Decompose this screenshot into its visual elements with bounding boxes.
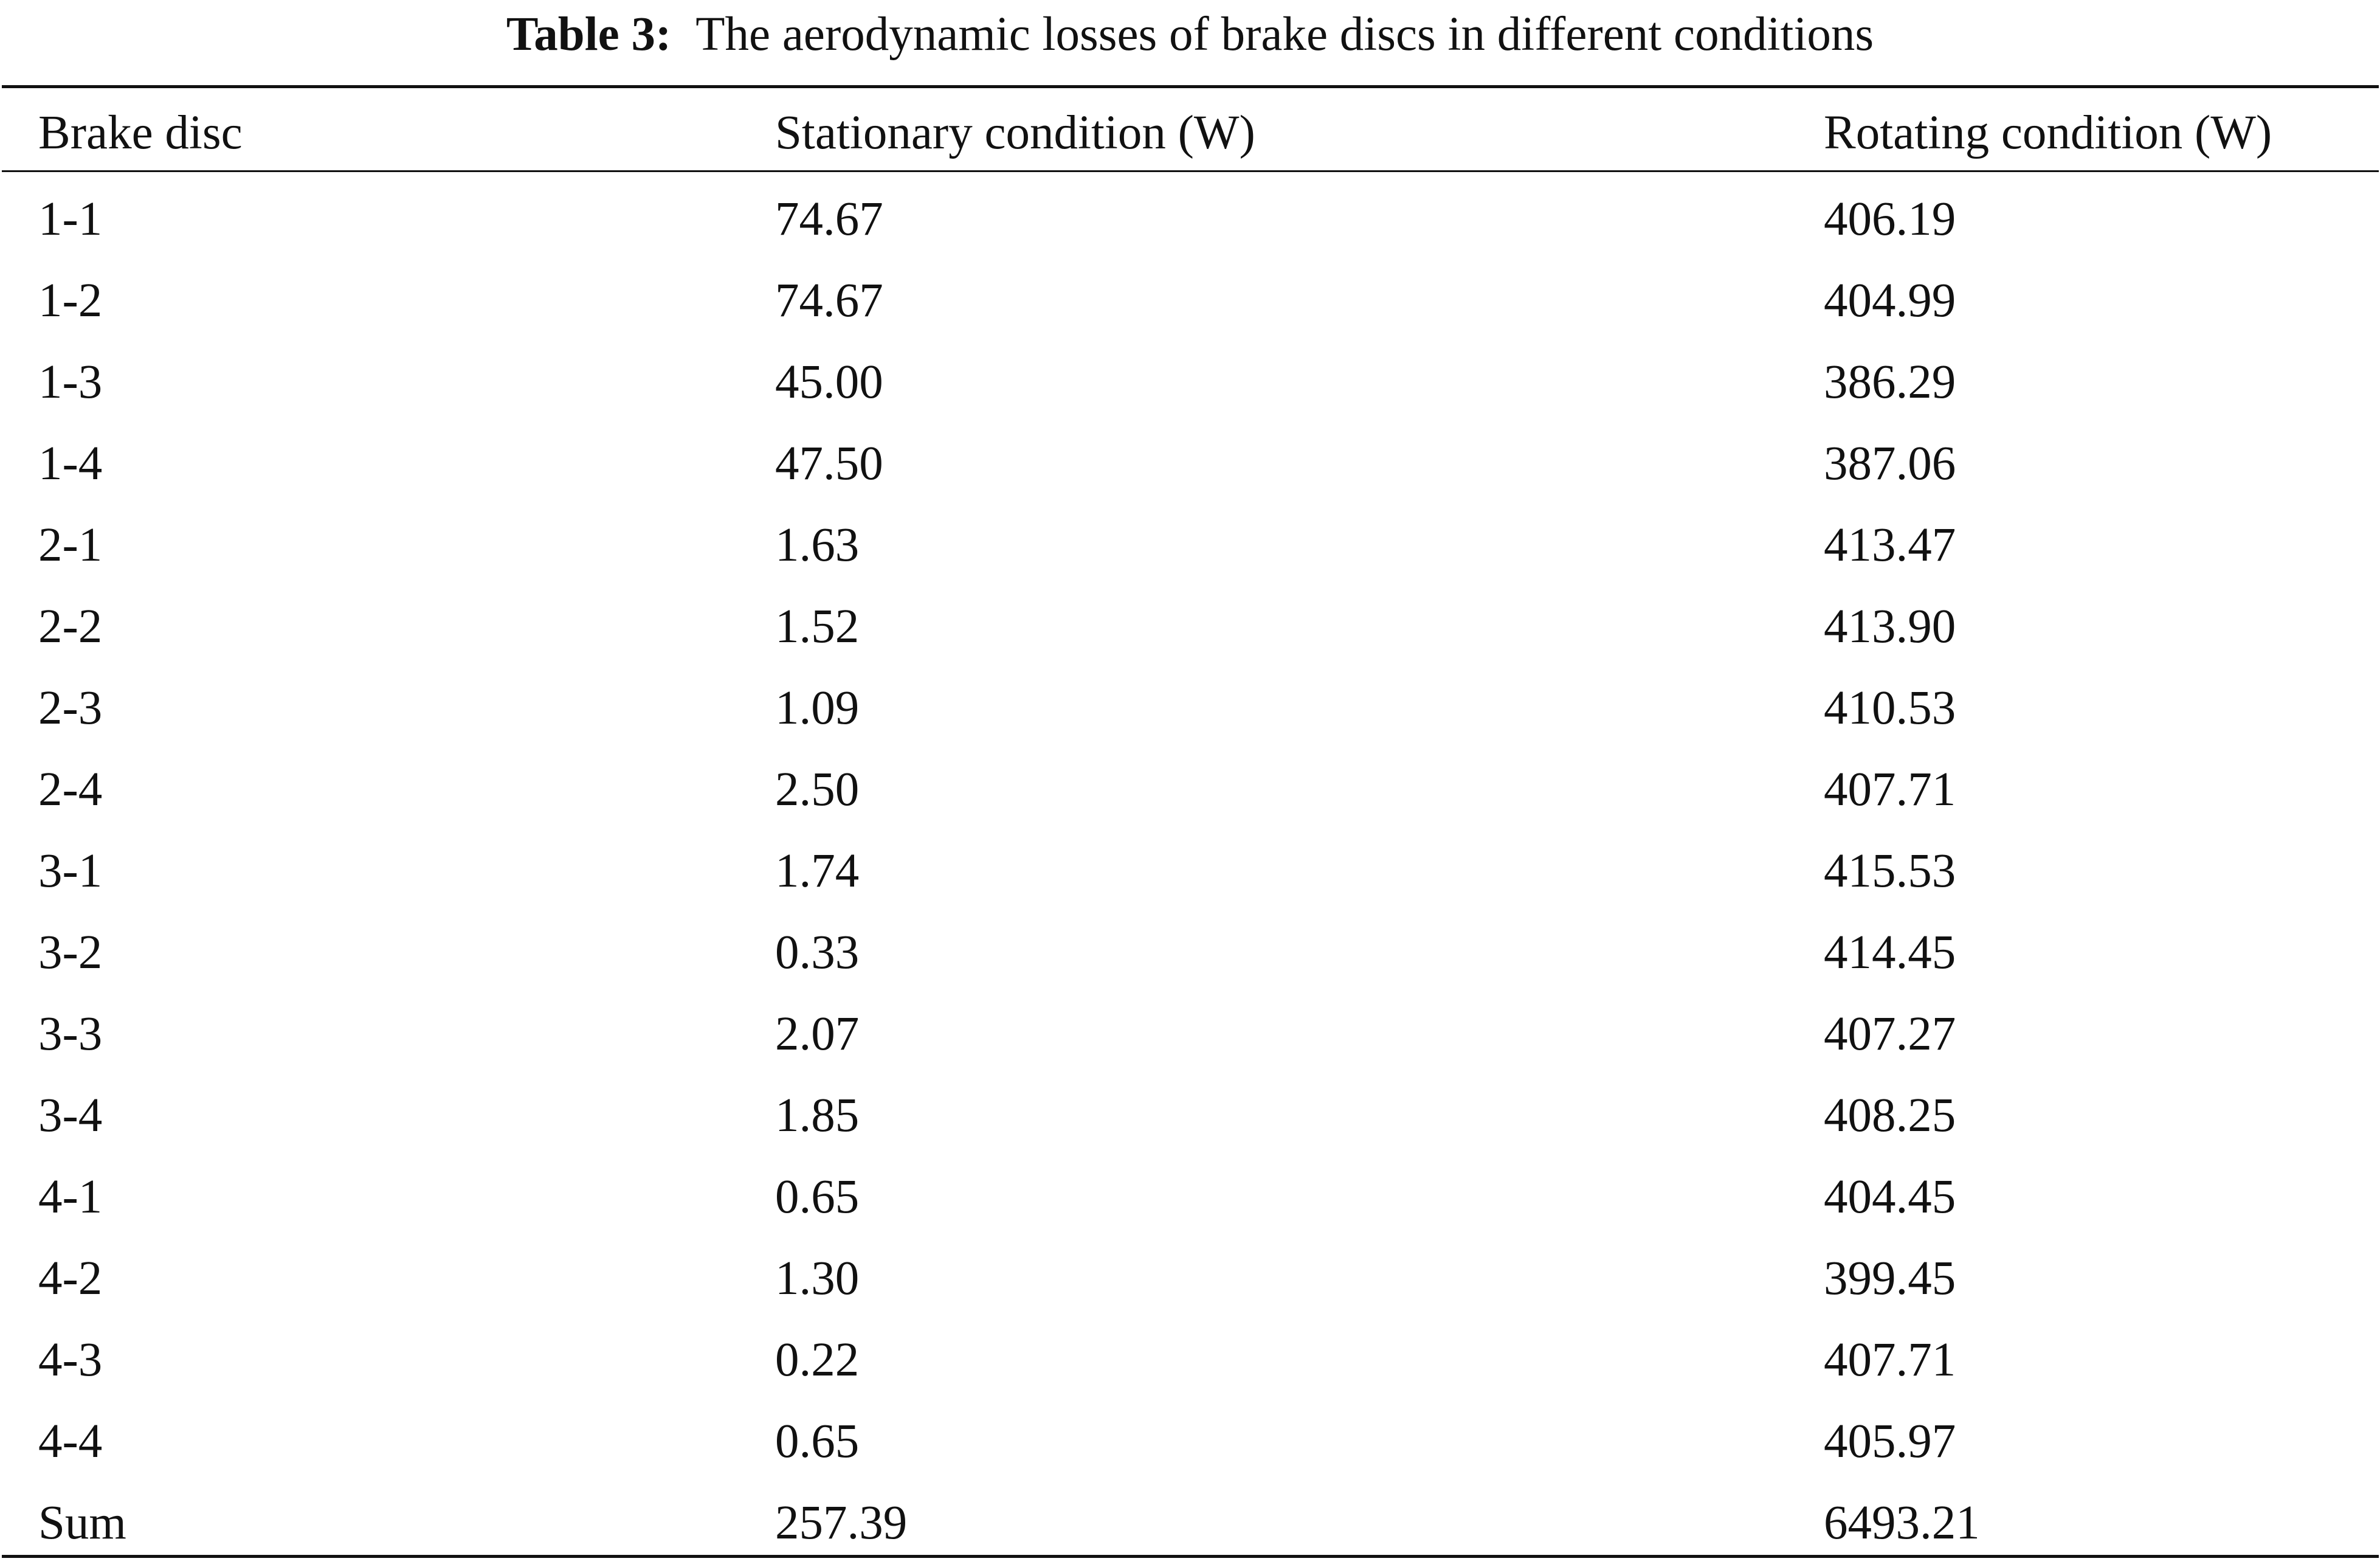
cell-brake-disc: 2-3 xyxy=(38,682,103,735)
cell-stationary: 2.07 xyxy=(775,1008,860,1061)
cell-rotating: 407.71 xyxy=(1824,763,1956,816)
cell-rotating: 413.90 xyxy=(1824,600,1956,653)
cell-brake-disc: 4-2 xyxy=(38,1252,103,1305)
cell-brake-disc: 1-4 xyxy=(38,437,103,490)
cell-stationary: 0.65 xyxy=(775,1171,860,1223)
table-row: 2-3 1.09 410.53 xyxy=(0,668,2380,749)
cell-rotating: 399.45 xyxy=(1824,1252,1956,1305)
cell-brake-disc: 2-1 xyxy=(38,519,103,572)
cell-stationary: 47.50 xyxy=(775,437,883,490)
table-row: 2-2 1.52 413.90 xyxy=(0,586,2380,668)
table-row: 2-4 2.50 407.71 xyxy=(0,749,2380,831)
table-caption-label: Table 3: xyxy=(506,7,672,61)
column-header-rotating: Rotating condition (W) xyxy=(1824,106,2272,159)
table-header-rule xyxy=(2,170,2379,172)
cell-stationary: 0.65 xyxy=(775,1415,860,1468)
cell-brake-disc: 4-4 xyxy=(38,1415,103,1468)
cell-brake-disc: 1-1 xyxy=(38,193,103,246)
cell-rotating: 407.71 xyxy=(1824,1334,1956,1386)
cell-brake-disc: 4-1 xyxy=(38,1171,103,1223)
table-row: Sum 257.39 6493.21 xyxy=(0,1483,2380,1564)
cell-stationary: 0.22 xyxy=(775,1334,860,1386)
table-row: 3-3 2.07 407.27 xyxy=(0,994,2380,1075)
table-row: 3-4 1.85 408.25 xyxy=(0,1075,2380,1157)
table-bottom-rule xyxy=(2,1555,2379,1558)
cell-brake-disc: 2-4 xyxy=(38,763,103,816)
cell-stationary: 1.63 xyxy=(775,519,860,572)
cell-stationary: 2.50 xyxy=(775,763,860,816)
cell-rotating: 404.99 xyxy=(1824,274,1956,327)
cell-brake-disc: 4-3 xyxy=(38,1334,103,1386)
cell-stationary: 1.09 xyxy=(775,682,860,735)
table-row: 4-4 0.65 405.97 xyxy=(0,1401,2380,1483)
cell-brake-disc: 1-3 xyxy=(38,356,103,409)
cell-rotating: 410.53 xyxy=(1824,682,1956,735)
cell-rotating: 407.27 xyxy=(1824,1008,1956,1061)
table-row: 2-1 1.63 413.47 xyxy=(0,505,2380,586)
cell-rotating: 405.97 xyxy=(1824,1415,1956,1468)
cell-rotating: 414.45 xyxy=(1824,926,1956,979)
column-header-brake-disc: Brake disc xyxy=(38,106,243,159)
table-row: 4-1 0.65 404.45 xyxy=(0,1157,2380,1238)
table-row: 1-4 47.50 387.06 xyxy=(0,423,2380,505)
cell-stationary: 1.74 xyxy=(775,845,860,898)
cell-stationary: 0.33 xyxy=(775,926,860,979)
cell-brake-disc: 3-1 xyxy=(38,845,103,898)
cell-stationary: 74.67 xyxy=(775,193,883,246)
cell-stationary: 1.85 xyxy=(775,1089,860,1142)
cell-rotating: 415.53 xyxy=(1824,845,1956,898)
cell-rotating: 406.19 xyxy=(1824,193,1956,246)
cell-stationary: 74.67 xyxy=(775,274,883,327)
table-row: 3-2 0.33 414.45 xyxy=(0,912,2380,994)
table-row: 4-3 0.22 407.71 xyxy=(0,1320,2380,1401)
table-row: 4-2 1.30 399.45 xyxy=(0,1238,2380,1320)
cell-rotating: 408.25 xyxy=(1824,1089,1956,1142)
table-row: 1-3 45.00 386.29 xyxy=(0,342,2380,423)
cell-brake-disc: 3-3 xyxy=(38,1008,103,1061)
cell-brake-disc: 1-2 xyxy=(38,274,103,327)
table-caption: Table 3: The aerodynamic losses of brake… xyxy=(0,0,2380,68)
cell-stationary: 1.30 xyxy=(775,1252,860,1305)
table-row: 1-2 74.67 404.99 xyxy=(0,260,2380,342)
cell-rotating: 387.06 xyxy=(1824,437,1956,490)
table-row: 3-1 1.74 415.53 xyxy=(0,831,2380,912)
cell-brake-disc: Sum xyxy=(38,1497,126,1549)
cell-rotating: 386.29 xyxy=(1824,356,1956,409)
cell-rotating: 6493.21 xyxy=(1824,1497,1980,1549)
cell-stationary: 1.52 xyxy=(775,600,860,653)
cell-stationary: 45.00 xyxy=(775,356,883,409)
column-header-stationary: Stationary condition (W) xyxy=(775,106,1255,159)
cell-rotating: 404.45 xyxy=(1824,1171,1956,1223)
table-top-rule xyxy=(2,85,2379,88)
cell-rotating: 413.47 xyxy=(1824,519,1956,572)
cell-stationary: 257.39 xyxy=(775,1497,908,1549)
table-row: 1-1 74.67 406.19 xyxy=(0,179,2380,260)
table-caption-text: The aerodynamic losses of brake discs in… xyxy=(695,7,1874,61)
cell-brake-disc: 2-2 xyxy=(38,600,103,653)
cell-brake-disc: 3-2 xyxy=(38,926,103,979)
cell-brake-disc: 3-4 xyxy=(38,1089,103,1142)
table-header-row: Brake disc Stationary condition (W) Rota… xyxy=(0,96,2380,170)
